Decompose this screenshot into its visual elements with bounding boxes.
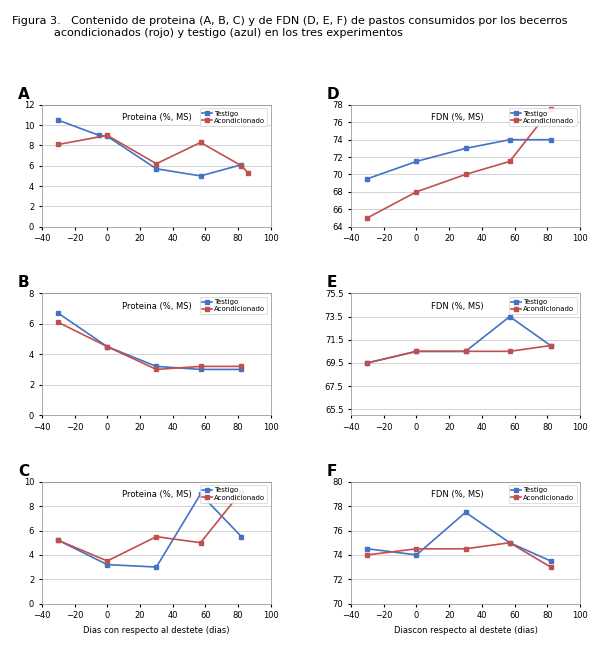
Acondicionado (103, 557, 111, 565)
Testigo (54, 309, 62, 317)
Text: FDN (%, MS): FDN (%, MS) (431, 302, 484, 311)
Acondicionado (547, 106, 554, 113)
Testigo (103, 133, 111, 140)
Testigo (462, 144, 469, 152)
X-axis label: Diascon respecto al destete (dias): Diascon respecto al destete (dias) (393, 626, 538, 635)
Line: Acondicionado: Acondicionado (56, 489, 243, 563)
Testigo (103, 342, 111, 350)
Testigo (547, 342, 554, 350)
Line: Testigo: Testigo (56, 492, 243, 569)
Testigo (152, 563, 160, 571)
Text: B: B (18, 275, 29, 290)
Acondicionado (152, 533, 160, 541)
Acondicionado (547, 563, 554, 571)
Testigo (197, 490, 204, 498)
Testigo (462, 508, 469, 516)
Line: Acondicionado: Acondicionado (56, 133, 250, 175)
Legend: Testigo, Acondicionado: Testigo, Acondicionado (200, 297, 267, 314)
Acondicionado (506, 157, 513, 165)
Line: Testigo: Testigo (365, 138, 553, 181)
Acondicionado (462, 348, 469, 356)
Testigo (506, 539, 513, 546)
Legend: Testigo, Acondicionado: Testigo, Acondicionado (200, 108, 267, 126)
Text: Proteina (%, MS): Proteina (%, MS) (122, 302, 192, 311)
Testigo (197, 172, 204, 180)
Acondicionado (462, 545, 469, 553)
Testigo (462, 348, 469, 356)
Acondicionado (462, 171, 469, 178)
Acondicionado (103, 131, 111, 139)
Testigo (547, 557, 554, 565)
Acondicionado (506, 539, 513, 546)
Acondicionado (197, 539, 204, 546)
Testigo (152, 363, 160, 371)
Line: Acondicionado: Acondicionado (56, 320, 243, 371)
Testigo (413, 157, 420, 165)
Text: C: C (18, 464, 29, 479)
Text: Figura 3.   Contenido de proteina (A, B, C) y de FDN (D, E, F) de pastos consumi: Figura 3. Contenido de proteina (A, B, C… (12, 16, 568, 38)
Acondicionado (506, 348, 513, 356)
Testigo (547, 136, 554, 144)
Testigo (152, 165, 160, 173)
Acondicionado (103, 342, 111, 350)
Text: FDN (%, MS): FDN (%, MS) (431, 113, 484, 123)
Acondicionado (364, 551, 371, 559)
Testigo (413, 348, 420, 356)
Testigo (238, 365, 245, 373)
Acondicionado (364, 214, 371, 222)
Acondicionado (238, 487, 245, 495)
Testigo (54, 537, 62, 544)
Testigo (103, 561, 111, 569)
Acondicionado (197, 138, 204, 146)
Acondicionado (413, 348, 420, 356)
Line: Testigo: Testigo (56, 311, 243, 371)
Testigo (96, 131, 103, 139)
Acondicionado (238, 162, 245, 170)
Acondicionado (54, 140, 62, 148)
Testigo (197, 365, 204, 373)
Line: Acondicionado: Acondicionado (365, 541, 553, 569)
Line: Testigo: Testigo (365, 510, 553, 563)
Acondicionado (197, 363, 204, 371)
Testigo (54, 116, 62, 124)
Acondicionado (413, 188, 420, 195)
Line: Testigo: Testigo (56, 118, 243, 178)
Line: Acondicionado: Acondicionado (365, 344, 553, 365)
Acondicionado (413, 545, 420, 553)
Acondicionado (238, 363, 245, 371)
Text: F: F (327, 464, 337, 479)
Legend: Testigo, Acondicionado: Testigo, Acondicionado (509, 108, 576, 126)
Testigo (364, 359, 371, 367)
Testigo (506, 313, 513, 321)
Testigo (364, 175, 371, 183)
Line: Acondicionado: Acondicionado (365, 107, 553, 220)
Acondicionado (152, 365, 160, 373)
Text: FDN (%, MS): FDN (%, MS) (431, 491, 484, 499)
Line: Testigo: Testigo (365, 314, 553, 365)
Acondicionado (245, 169, 252, 176)
Testigo (238, 533, 245, 541)
Testigo (506, 136, 513, 144)
Acondicionado (364, 359, 371, 367)
Acondicionado (547, 342, 554, 350)
Text: Proteina (%, MS): Proteina (%, MS) (122, 113, 192, 123)
Testigo (238, 161, 245, 169)
Testigo (413, 551, 420, 559)
Text: E: E (327, 275, 337, 290)
Legend: Testigo, Acondicionado: Testigo, Acondicionado (200, 485, 267, 503)
Text: Proteina (%, MS): Proteina (%, MS) (122, 491, 192, 499)
Acondicionado (54, 537, 62, 544)
Acondicionado (54, 318, 62, 326)
Text: A: A (18, 87, 30, 102)
Text: D: D (327, 87, 340, 102)
X-axis label: Dias con respecto al destete (dias): Dias con respecto al destete (dias) (83, 626, 230, 635)
Legend: Testigo, Acondicionado: Testigo, Acondicionado (509, 485, 576, 503)
Testigo (364, 545, 371, 553)
Acondicionado (152, 160, 160, 168)
Legend: Testigo, Acondicionado: Testigo, Acondicionado (509, 297, 576, 314)
